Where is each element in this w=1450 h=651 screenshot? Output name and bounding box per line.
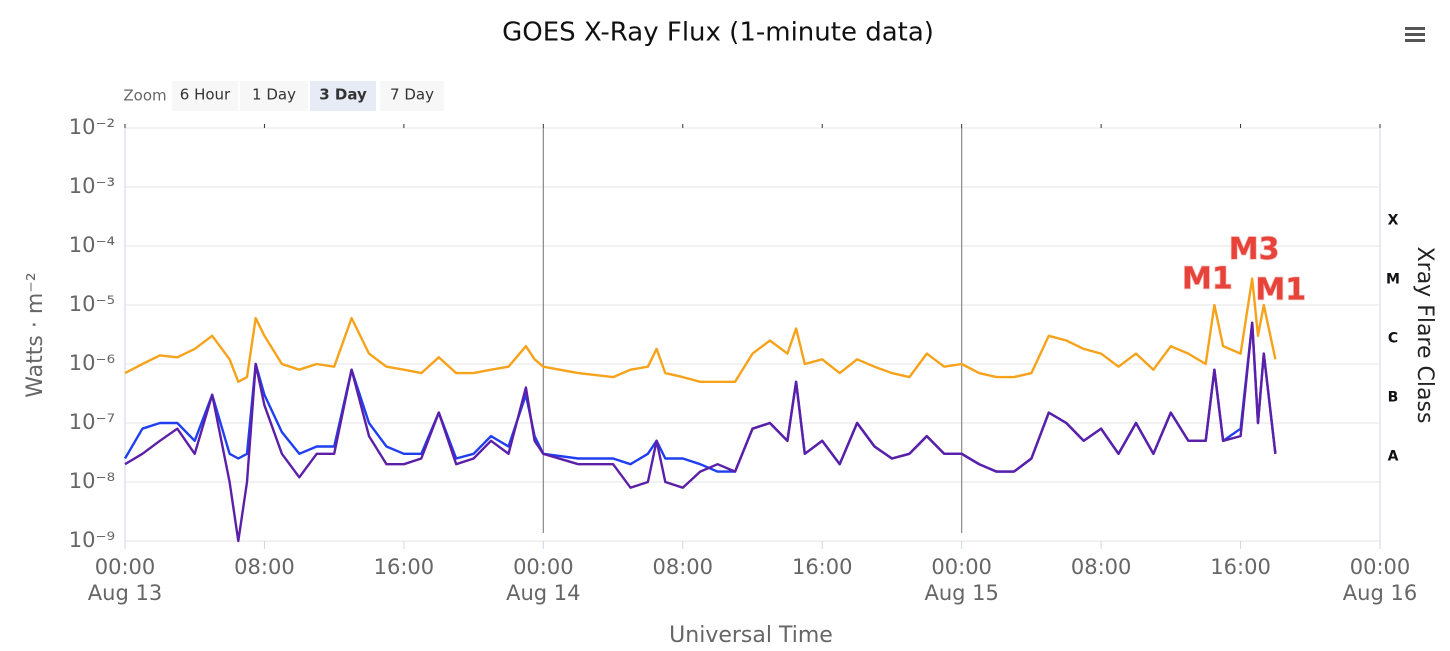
data-line	[123, 321, 1277, 473]
zoom-label: Zoom	[123, 87, 166, 105]
zoom-button-label[interactable]: 3 Day	[319, 86, 367, 104]
y-tick-label: 10⁻⁴	[69, 233, 115, 257]
flare-class-label: X	[1388, 213, 1399, 229]
x-tick-label: 00:00	[931, 555, 992, 579]
chart-title: GOES X-Ray Flux (1-minute data)	[502, 18, 934, 48]
x-tick-label: 08:00	[1071, 555, 1132, 579]
zoom-button[interactable]	[310, 81, 376, 111]
zoom-button-label[interactable]: 7 Day	[390, 86, 434, 104]
x-tick-label: 00:00	[95, 555, 156, 579]
x-tick-label: 08:00	[234, 555, 295, 579]
x-date-label: Aug 13	[88, 581, 162, 605]
data-line	[124, 277, 1277, 383]
menu-bar	[1405, 39, 1425, 42]
plot-border	[124, 127, 1381, 542]
data-line	[124, 321, 1277, 543]
x-tick-label: 00:00	[1350, 555, 1411, 579]
x-tick-label: 00:00	[513, 555, 574, 579]
x-axis-title: Universal Time	[669, 623, 833, 648]
y-axis-title: Watts · m⁻²	[23, 272, 48, 397]
zoom-button[interactable]	[172, 81, 238, 111]
labels: 10⁻⁹ 10⁻⁸ 10⁻⁷ 10⁻⁶ 10⁻⁵ 10⁻⁴ 10⁻³ 10⁻² A B C M X 00:…	[69, 115, 1417, 605]
flare-class-label: M	[1386, 272, 1400, 288]
zoom-button[interactable]	[240, 81, 308, 111]
y-tick-label: 10⁻⁸	[69, 469, 115, 493]
flare-annotation: M1	[1255, 273, 1306, 308]
y-tick-label: 10⁻⁷	[69, 410, 115, 434]
zoom-button-label[interactable]: 6 Hour	[180, 86, 231, 104]
y-tick-label: 10⁻⁶	[69, 351, 115, 375]
x-tick-label: 16:00	[792, 555, 853, 579]
x-date-label: Aug 16	[1343, 581, 1417, 605]
x-tick-label: 08:00	[653, 555, 714, 579]
y-tick-label: 10⁻⁵	[69, 292, 115, 316]
flare-annotation: M3	[1229, 232, 1280, 267]
plot	[123, 277, 1277, 543]
zoom-button-label[interactable]: 1 Day	[252, 86, 296, 104]
flare-class-label: A	[1388, 449, 1399, 465]
y-tick-label: 10⁻³	[69, 174, 115, 198]
x-date-label: Aug 14	[506, 581, 580, 605]
menu-button[interactable]	[1400, 20, 1430, 48]
flare-class-label: B	[1388, 390, 1399, 406]
x-date-label: Aug 15	[924, 581, 998, 605]
flare-annotation: M1	[1182, 262, 1233, 297]
grid	[124, 124, 1381, 549]
y-tick-label: 10⁻²	[69, 115, 115, 139]
y-tick-label: 10⁻⁹	[69, 528, 115, 552]
y2-axis-title: Xray Flare Class	[1412, 247, 1437, 424]
flare-class-label: C	[1388, 331, 1398, 347]
x-tick-label: 16:00	[374, 555, 435, 579]
menu-bar	[1405, 27, 1425, 30]
x-tick-label: 16:00	[1210, 555, 1271, 579]
menu-bar	[1405, 33, 1425, 36]
zoom-button[interactable]	[380, 81, 444, 111]
